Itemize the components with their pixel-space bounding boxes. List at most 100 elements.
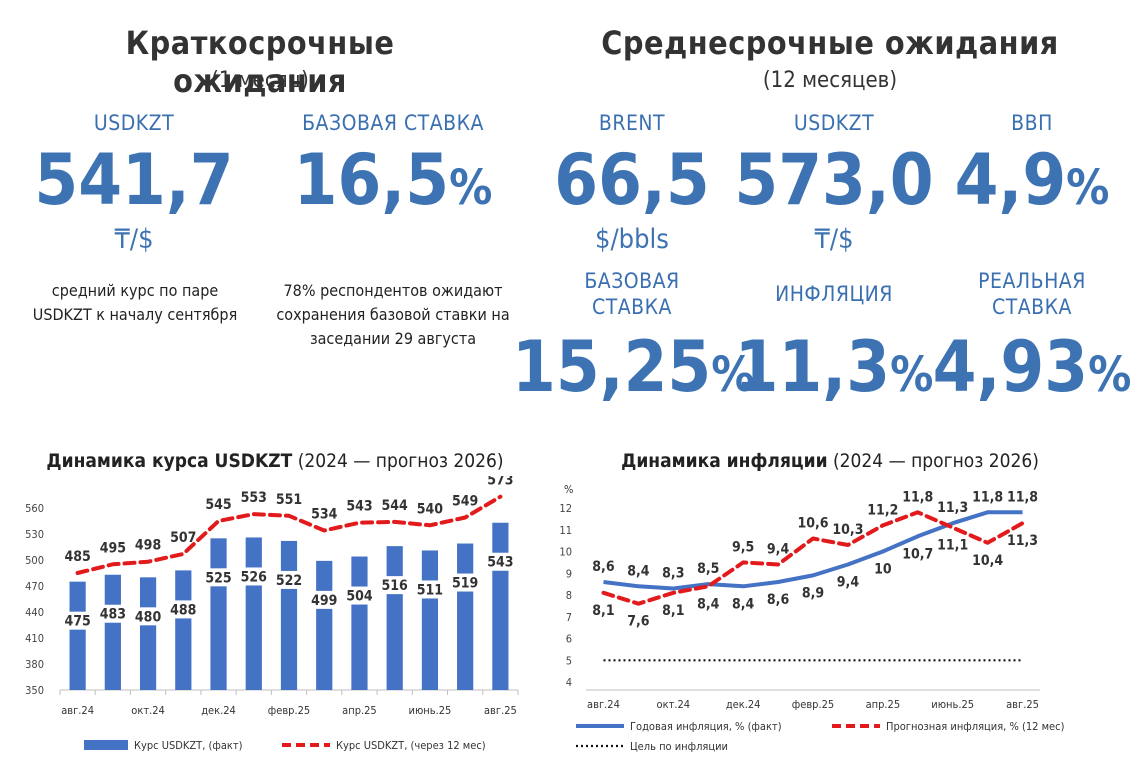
x-tick-label: дек.24 xyxy=(201,704,236,717)
bar xyxy=(69,581,86,690)
x-tick-label: авг.25 xyxy=(484,704,517,717)
fact-value-label: 8,3 xyxy=(662,565,684,581)
fact-value-label: 8,5 xyxy=(697,561,719,577)
forecast-value-label: 498 xyxy=(135,538,161,554)
inflation-chart: % 4 5 6 7 8 9 10 11 12 авг.24 окт.24 дек.24 февр.25 ап… xyxy=(560,483,1065,753)
mt-real-rate-number: 4,93 xyxy=(932,326,1089,408)
forecast-value-label: 549 xyxy=(452,494,478,510)
legend-swatch-bar xyxy=(84,740,128,750)
bar-value-label-bg xyxy=(62,611,93,630)
bar-value-label: 519 xyxy=(452,576,478,592)
st-usdkzt-note-1: средний курс по паре xyxy=(51,281,219,300)
y-tick-label: 530 xyxy=(25,528,44,541)
forecast-value-label: 11,2 xyxy=(867,502,898,518)
forecast-value-label: 11,1 xyxy=(937,538,968,554)
mt-inflation-label: ИНФЛЯЦИЯ xyxy=(775,282,893,306)
bar-value-label: 483 xyxy=(100,607,126,623)
y-tick-label: 500 xyxy=(25,554,44,567)
chart1-title: Динамика курса USDKZT (2024 — прогноз 20… xyxy=(20,450,530,472)
medium-term-title: Среднесрочные ожидания xyxy=(601,24,1059,62)
bar xyxy=(316,560,333,690)
mt-brent-label: BRENT xyxy=(598,111,666,135)
mt-usdkzt-label: USDKZT xyxy=(793,111,875,135)
mt-rate-label-2: СТАВКА xyxy=(592,295,672,319)
bar xyxy=(457,543,474,690)
usdkzt-chart: 350 380 410 440 470 500 530 560 авг.24 окт.24 дек.… xyxy=(25,476,519,752)
forecast-value-label: 553 xyxy=(241,490,267,506)
chart1-title-main: Динамика курса USDKZT xyxy=(46,450,293,472)
bar xyxy=(245,537,262,690)
mt-real-rate-label-2: СТАВКА xyxy=(992,295,1072,319)
st-rate-note-1: 78% респондентов ожидают xyxy=(283,281,503,300)
forecast-value-label: 545 xyxy=(205,497,231,513)
y-tick-label: 560 xyxy=(25,502,44,515)
x-tick-label: окт.24 xyxy=(657,698,691,711)
mt-gdp-number: 4,9 xyxy=(954,139,1067,221)
legend-label-target: Цель по инфляции xyxy=(630,740,728,753)
legend-label-fact: Годовая инфляция, % (факт) xyxy=(630,720,782,733)
fact-value-label: 11,8 xyxy=(972,489,1003,505)
forecast-value-label: 11,8 xyxy=(902,489,933,505)
legend-label-forecast: Курс USDKZT, (через 12 мес) xyxy=(336,739,486,752)
bar xyxy=(386,546,403,690)
bar-value-label-bg xyxy=(97,604,128,623)
short-term-title: Краткосрочные ожидания xyxy=(125,24,395,100)
x-tick-label: авг.25 xyxy=(1006,698,1039,711)
short-term-subtitle: (1 месяц) xyxy=(211,68,309,93)
x-tick-label: авг.24 xyxy=(587,698,620,711)
bar-value-label-bg xyxy=(309,590,340,609)
x-tick-label: апр.25 xyxy=(342,704,377,717)
mt-rate-value: 15,25% xyxy=(512,332,754,402)
mt-real-rate-value: 4,93% xyxy=(912,332,1140,402)
x-tick-label: апр.25 xyxy=(866,698,901,711)
mt-rate-number: 15,25 xyxy=(512,326,712,408)
y-tick-label: 4 xyxy=(566,676,572,689)
medium-term-subtitle: (12 месяцев) xyxy=(762,68,898,93)
forecast-value-label: 573 xyxy=(487,476,513,489)
fact-value-label: 11,8 xyxy=(1007,489,1038,505)
bar xyxy=(139,577,157,690)
forecast-value-label: 10,4 xyxy=(972,553,1003,569)
chart2-title: Динамика инфляции (2024 — прогноз 2026) xyxy=(570,450,1090,472)
fact-value-label: 11,3 xyxy=(937,500,968,516)
mt-inflation-number: 11,3 xyxy=(734,326,891,408)
st-rate-pct: % xyxy=(449,160,493,216)
forecast-value-label: 7,6 xyxy=(627,614,650,630)
bar-value-label: 504 xyxy=(346,589,373,605)
forecast-value-label: 9,5 xyxy=(732,539,754,555)
bar-value-label-bg xyxy=(344,586,375,605)
fact-value-label: 8,6 xyxy=(592,559,615,575)
bar xyxy=(421,550,439,690)
chart1-title-sub: (2024 — прогноз 2026) xyxy=(297,450,504,472)
x-tick-label: июнь.25 xyxy=(409,704,452,717)
mt-gdp-label: ВВП xyxy=(1011,111,1053,135)
st-usdkzt-unit: ₸/$ xyxy=(114,224,154,255)
mt-real-rate-label-1: РЕАЛЬНАЯ xyxy=(978,269,1086,293)
y-tick-label: 5 xyxy=(566,654,572,667)
legend-label-fact: Курс USDKZT, (факт) xyxy=(134,739,243,752)
st-usdkzt-value: 541,7 xyxy=(34,139,234,221)
bar-value-label: 522 xyxy=(276,573,302,589)
forecast-value-label: 540 xyxy=(417,501,444,517)
legend-label-forecast: Прогнозная инфляция, % (12 мес) xyxy=(886,720,1065,733)
chart2-title-main: Динамика инфляции xyxy=(621,450,828,472)
bar-value-label-bg xyxy=(168,600,199,619)
forecast-line xyxy=(75,494,503,575)
forecast-line xyxy=(601,510,1025,606)
forecast-value-label: 9,4 xyxy=(767,542,790,558)
forecast-value-label: 507 xyxy=(170,530,196,546)
forecast-value-label: 11,3 xyxy=(1007,533,1038,549)
st-rate-value: 16,5% xyxy=(273,145,513,215)
mt-inflation-pct: % xyxy=(890,347,934,403)
st-usdkzt-note-2: USDKZT к началу сентября xyxy=(32,305,238,324)
y-tick-label: 8 xyxy=(566,589,572,602)
bar-value-label: 480 xyxy=(135,609,162,625)
st-rate-note-2: сохранения базовой ставки на xyxy=(276,305,510,324)
bar-value-label-bg xyxy=(238,567,269,586)
y-tick-label: 11 xyxy=(560,524,572,537)
bar-value-label: 543 xyxy=(487,555,513,571)
fact-value-label: 8,4 xyxy=(732,596,755,612)
chart2-title-sub: (2024 — прогноз 2026) xyxy=(832,450,1039,472)
bar xyxy=(492,522,509,690)
st-usdkzt-label: USDKZT xyxy=(93,111,175,135)
